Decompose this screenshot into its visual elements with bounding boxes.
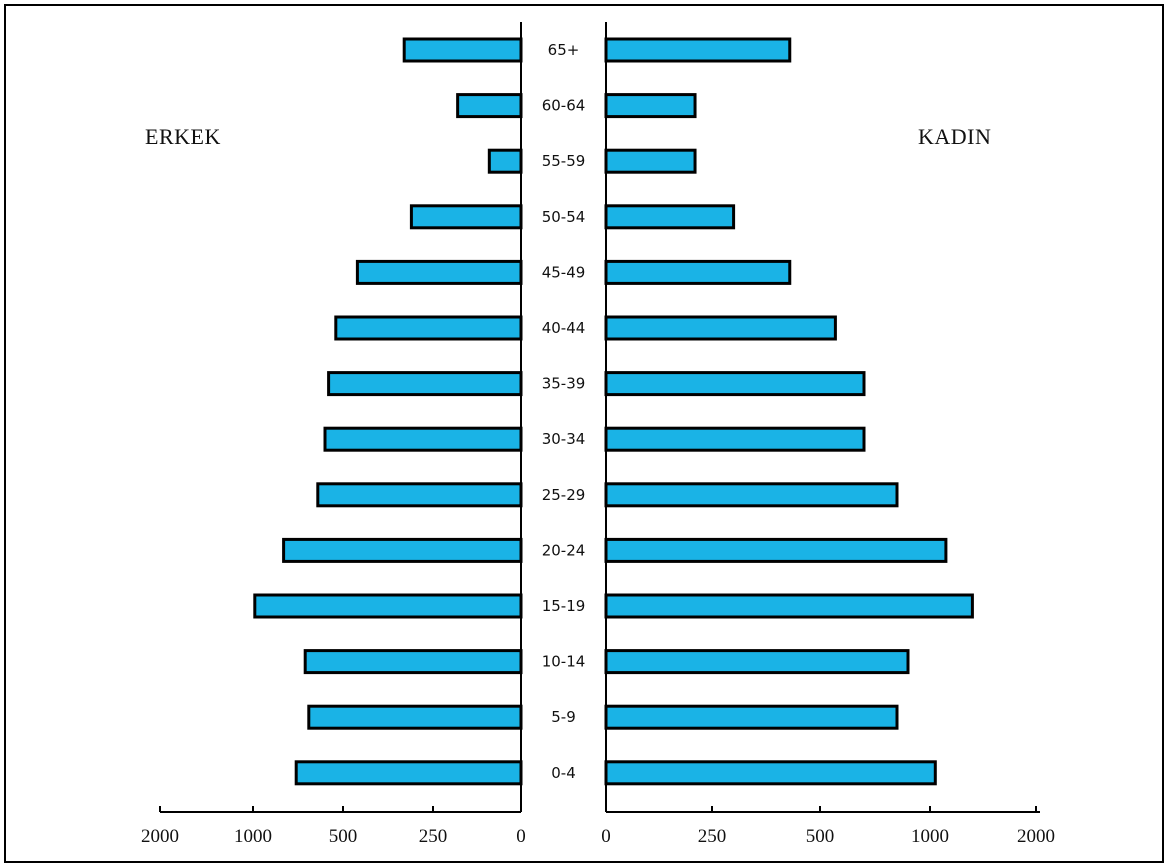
erkek-bar-0-4 xyxy=(294,760,523,786)
erkek-bar-55-59 xyxy=(487,148,523,174)
age-group-label: 10-14 xyxy=(542,653,586,671)
kadin-bar-10-14 xyxy=(604,649,910,675)
erkek-bar-20-24 xyxy=(282,537,523,563)
age-group-label: 15-19 xyxy=(542,597,586,615)
right-axis-ticks: 0 250 500 1000 2000 xyxy=(601,806,1055,847)
erkek-bar-50-54 xyxy=(409,204,523,230)
kadin-bar-0-4 xyxy=(604,760,937,786)
right-tick-label: 500 xyxy=(806,826,835,847)
left-tick-label: 500 xyxy=(329,826,358,847)
kadin-bar-15-19 xyxy=(604,593,974,619)
erkek-bar-45-49 xyxy=(355,259,523,285)
age-group-label: 20-24 xyxy=(542,541,586,559)
kadin-bar-20-24 xyxy=(604,537,948,563)
age-group-label: 50-54 xyxy=(542,208,586,226)
erkek-bar-5-9 xyxy=(307,704,523,730)
kadin-bar-55-59 xyxy=(604,148,697,174)
kadin-bar-35-39 xyxy=(604,371,866,397)
right-tick-label: 2000 xyxy=(1017,826,1055,847)
age-group-label: 25-29 xyxy=(542,486,586,504)
age-group-labels: 65+ 60-64 55-59 50-54 45-49 40-44 35-39 30-34 25… xyxy=(542,41,586,782)
right-tick-label: 0 xyxy=(601,826,611,847)
age-group-label: 5-9 xyxy=(551,708,576,726)
left-axis-ticks: 2000 1000 500 250 0 xyxy=(141,806,526,847)
erkek-label: ERKEK xyxy=(145,124,221,149)
kadin-bar-60-64 xyxy=(604,93,697,119)
age-group-label: 45-49 xyxy=(542,263,586,281)
kadin-bar-30-34 xyxy=(604,426,866,452)
erkek-bars xyxy=(253,37,523,786)
right-tick-label: 250 xyxy=(698,826,727,847)
age-group-label: 30-34 xyxy=(542,430,586,448)
erkek-bar-15-19 xyxy=(253,593,523,619)
kadin-bar-40-44 xyxy=(604,315,837,341)
erkek-bar-10-14 xyxy=(303,649,523,675)
right-tick-label: 1000 xyxy=(911,826,949,847)
chart-frame xyxy=(4,4,1164,863)
age-group-label: 0-4 xyxy=(551,764,576,782)
kadin-label: KADIN xyxy=(918,124,991,149)
age-group-label: 55-59 xyxy=(542,152,586,170)
left-tick-label: 1000 xyxy=(234,826,272,847)
age-group-label: 35-39 xyxy=(542,375,586,393)
erkek-bar-35-39 xyxy=(327,371,523,397)
kadin-bars xyxy=(604,37,974,786)
erkek-bar-25-29 xyxy=(316,482,523,508)
age-group-label: 40-44 xyxy=(542,319,586,337)
kadin-bar-45-49 xyxy=(604,259,792,285)
kadin-bar-5-9 xyxy=(604,704,899,730)
kadin-bar-25-29 xyxy=(604,482,899,508)
kadin-bar-50-54 xyxy=(604,204,736,230)
age-group-label: 65+ xyxy=(548,41,580,59)
kadin-bar-65plus xyxy=(604,37,792,63)
left-tick-label: 2000 xyxy=(141,826,179,847)
left-tick-label: 0 xyxy=(516,826,526,847)
erkek-bar-65plus xyxy=(402,37,523,63)
age-group-label: 60-64 xyxy=(542,97,586,115)
erkek-bar-30-34 xyxy=(323,426,523,452)
erkek-bar-60-64 xyxy=(456,93,523,119)
erkek-bar-40-44 xyxy=(334,315,523,341)
left-tick-label: 250 xyxy=(419,826,448,847)
